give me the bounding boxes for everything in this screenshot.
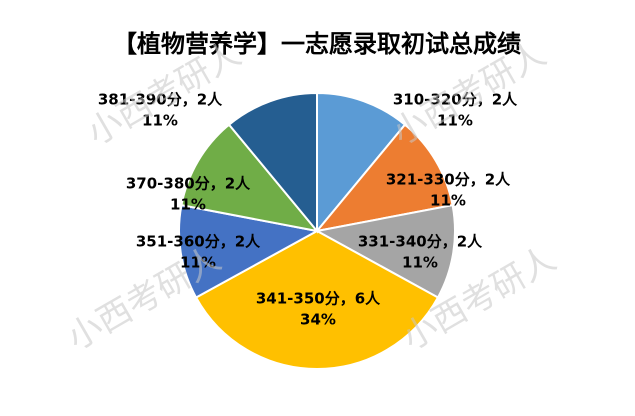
slice-percent: 11% bbox=[142, 112, 178, 130]
pie-slice bbox=[314, 203, 456, 299]
slice-label: 370-380分，2人 bbox=[126, 175, 251, 193]
pie-slice bbox=[227, 91, 318, 234]
pie-slice bbox=[314, 123, 454, 233]
slice-percent: 34% bbox=[300, 311, 336, 329]
slice-label: 310-320分，2人 bbox=[393, 91, 518, 109]
slice-label: 341-350分，6人 bbox=[256, 290, 381, 308]
slice-percent: 11% bbox=[402, 254, 438, 272]
slice-label: 321-330分，2人 bbox=[386, 171, 511, 189]
slice-label: 351-360分，2人 bbox=[136, 233, 261, 251]
pie-slice bbox=[316, 91, 407, 234]
pie-slice bbox=[194, 229, 440, 370]
slice-percent: 11% bbox=[180, 254, 216, 272]
slice-label: 331-340分，2人 bbox=[358, 233, 483, 251]
slice-percent: 11% bbox=[170, 196, 206, 214]
pie-slice bbox=[178, 203, 320, 299]
slice-percent: 11% bbox=[437, 112, 473, 130]
pie bbox=[178, 91, 456, 370]
slice-label: 381-390分，2人 bbox=[98, 91, 223, 109]
slice-percent: 11% bbox=[430, 192, 466, 210]
labels: 310-320分，2人 11% 321-330分，2人 11% 331-340分，2人 1… bbox=[98, 91, 518, 329]
chart-title: 【植物营养学】一志愿录取初试总成绩 bbox=[113, 30, 521, 58]
pie-slice bbox=[180, 123, 320, 233]
